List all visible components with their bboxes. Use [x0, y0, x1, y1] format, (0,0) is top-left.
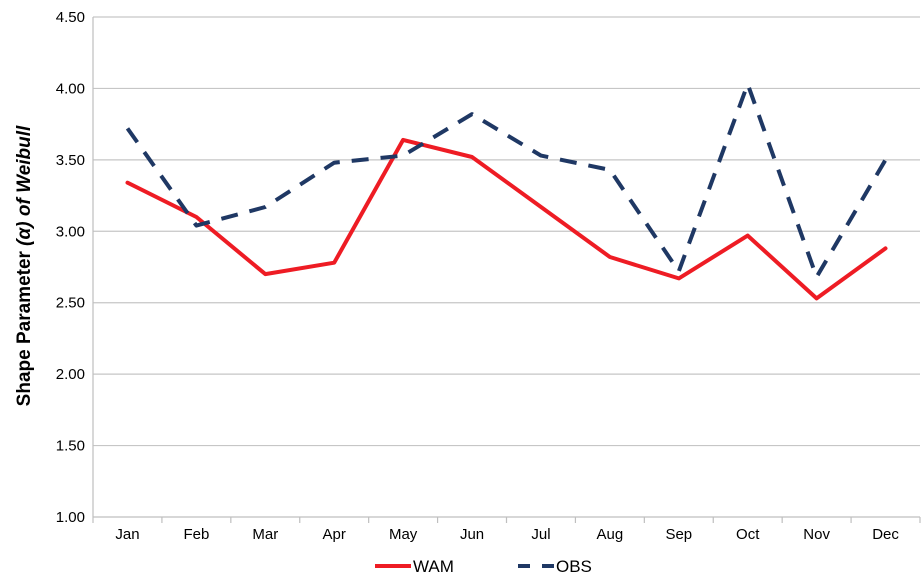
x-tick-label: Aug — [597, 526, 624, 543]
legend-label-obs: OBS — [556, 557, 592, 576]
series-line-obs — [125, 82, 888, 279]
y-axis-title: Shape Parameter (α) of Weibull — [14, 125, 35, 406]
x-tick-label: Dec — [872, 526, 899, 543]
x-tick-label: Oct — [736, 526, 760, 543]
gridlines — [93, 16, 920, 447]
y-tick-label: 3.00 — [56, 223, 85, 240]
y-axis-title-prefix: Shape Parameter — [14, 246, 35, 407]
series-line-wam — [125, 137, 888, 301]
y-tick-label: 1.00 — [56, 509, 85, 526]
y-tick-label: 2.00 — [56, 366, 85, 383]
series-lines — [125, 82, 888, 301]
y-tick-label: 2.50 — [56, 295, 85, 312]
x-tick-label: May — [389, 526, 418, 543]
x-tick-label: Sep — [665, 526, 692, 543]
x-tick-label: Mar — [252, 526, 278, 543]
axes — [92, 17, 921, 523]
x-tick-label: Jun — [460, 526, 484, 543]
x-tick-label: Jan — [115, 526, 139, 543]
legend: WAM OBS — [375, 557, 592, 576]
x-tick-label: Nov — [803, 526, 830, 543]
y-axis-title-symbol: (α) of Weibull — [14, 125, 35, 246]
x-tick-label: Feb — [183, 526, 209, 543]
y-tick-labels: 1.00 1.50 2.00 2.50 3.00 3.50 4.00 4.50 — [56, 9, 85, 526]
x-tick-label: Apr — [323, 526, 346, 543]
legend-label-wam: WAM — [413, 557, 454, 576]
y-tick-label: 4.50 — [56, 9, 85, 26]
y-tick-label: 1.50 — [56, 438, 85, 455]
x-tick-labels: Jan Feb Mar Apr May Jun Jul Aug Sep Oct Nov Dec — [115, 526, 899, 543]
y-tick-label: 4.00 — [56, 80, 85, 97]
y-tick-label: 3.50 — [56, 152, 85, 169]
x-tick-label: Jul — [531, 526, 550, 543]
